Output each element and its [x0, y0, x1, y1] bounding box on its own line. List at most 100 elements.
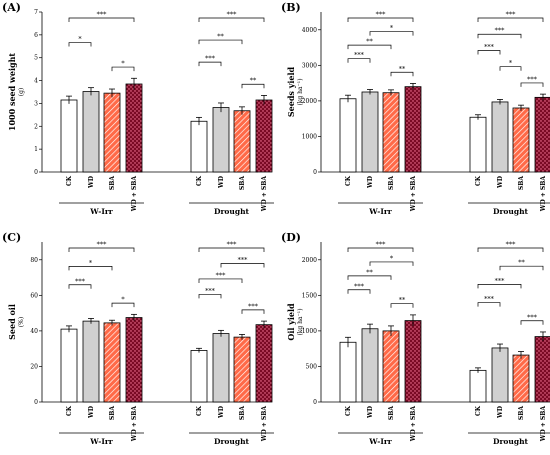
significance-bracket — [347, 275, 392, 280]
significance-bracket — [477, 33, 522, 39]
y-axis-unit: (%) — [18, 317, 25, 327]
significance-label: *** — [354, 51, 365, 59]
bar-wd — [491, 347, 509, 403]
significance-label: ** — [518, 259, 525, 267]
category-label-ck: CK — [475, 175, 482, 186]
significance-label: *** — [97, 11, 108, 19]
significance-bracket — [198, 39, 243, 45]
significance-bracket — [68, 266, 113, 271]
significance-bracket — [347, 17, 414, 22]
significance-bracket — [68, 42, 92, 47]
y-tick-label: 4000 — [302, 27, 317, 34]
bar-wd-sba — [534, 336, 550, 403]
y-tick-label: 0 — [34, 399, 38, 406]
category-label-wd-sba: WD + SBA — [261, 406, 268, 443]
bar-ck — [190, 120, 208, 173]
bar-ck — [339, 98, 357, 173]
bar-wd-sba — [404, 320, 422, 403]
significance-label: *** — [376, 11, 387, 19]
significance-bracket — [390, 71, 414, 77]
significance-bracket — [477, 302, 501, 307]
significance-bracket — [241, 83, 265, 89]
category-label-wd: WD — [497, 176, 504, 189]
category-label-wd: WD — [88, 406, 95, 419]
bar-sba — [103, 92, 121, 173]
bar-ck — [60, 99, 78, 173]
group-label: Drought — [214, 437, 250, 446]
y-tick-label: 40 — [30, 328, 38, 335]
significance-label: ** — [250, 77, 257, 85]
y-tick-label: 4 — [34, 78, 38, 85]
panel-c: (C) Seed oil (%) 0 20 40 60 80 CK WD SBA WD + SBA W-… — [2, 231, 274, 446]
significance-bracket — [499, 66, 522, 71]
bar-wd — [212, 107, 230, 173]
panel-label: (A) — [2, 1, 21, 14]
significance-bracket — [477, 247, 544, 252]
y-tick-label: 60 — [30, 292, 38, 299]
category-label-wd: WD — [218, 176, 225, 189]
significance-label: *** — [495, 277, 506, 285]
bar-sba — [512, 107, 530, 173]
significance-label: *** — [495, 27, 506, 35]
y-axis-unit: (g) — [18, 88, 25, 97]
category-label-wd-sba: WD + SBA — [131, 406, 138, 443]
category-label-wd: WD — [367, 176, 374, 189]
significance-label: *** — [75, 277, 86, 285]
bar-sba — [512, 354, 530, 403]
bar-wd-sba — [534, 96, 550, 173]
y-axis-label: Seed oil — [7, 304, 17, 340]
bar-ck — [190, 350, 208, 403]
y-axis-label: Oil yield — [286, 303, 296, 341]
category-label-wd-sba: WD + SBA — [261, 176, 268, 213]
significance-bracket — [347, 58, 371, 63]
significance-label: *** — [506, 11, 517, 19]
significance-bracket — [111, 302, 135, 308]
y-tick-label: 3 — [34, 100, 38, 107]
significance-label: *** — [227, 11, 238, 19]
category-label-sba: SBA — [388, 406, 395, 420]
y-tick-label: 2 — [34, 123, 38, 130]
bar-wd-sba — [255, 324, 273, 403]
significance-label: *** — [205, 287, 216, 295]
significance-label: * — [78, 35, 82, 43]
category-label-sba: SBA — [109, 406, 116, 420]
significance-bracket — [198, 247, 265, 252]
panel-b: (B) Seeds yield (kg ha⁻¹) 0 1000 2000 3000 4000… — [281, 1, 550, 216]
y-axis-label: Seeds yield — [286, 66, 296, 117]
bar-wd-sba — [255, 99, 273, 173]
bar-wd — [361, 91, 379, 173]
bar-ck — [469, 369, 487, 403]
y-tick-label: 2000 — [302, 98, 317, 105]
significance-label: ** — [366, 268, 373, 276]
bar-wd-sba — [404, 86, 422, 173]
group-label: Drought — [493, 207, 529, 216]
significance-bracket — [520, 320, 544, 325]
bar-sba — [233, 336, 251, 403]
panel-d: (D) Oil yield (kg ha⁻¹) 0 500 1000 1500 2000 CK W… — [281, 231, 550, 446]
panel-label: (D) — [281, 231, 301, 244]
significance-label: *** — [484, 43, 495, 51]
significance-label: * — [390, 24, 394, 32]
panel-label: (C) — [2, 231, 21, 244]
significance-bracket — [347, 44, 392, 50]
group-label: W-Irr — [368, 207, 393, 216]
category-label-ck: CK — [345, 175, 352, 186]
group-label: Drought — [214, 207, 250, 216]
bar-ck — [60, 328, 78, 403]
y-tick-label: 5 — [34, 55, 38, 62]
category-label-sba: SBA — [109, 176, 116, 190]
category-label-sba: SBA — [388, 176, 395, 190]
group-label: Drought — [493, 437, 529, 446]
significance-bracket — [347, 247, 414, 252]
y-tick-label: 0 — [313, 399, 317, 406]
bar-wd-sba — [125, 83, 143, 173]
y-tick-label: 20 — [30, 363, 38, 370]
category-label-wd: WD — [367, 406, 374, 419]
y-tick-label: 80 — [30, 257, 38, 264]
significance-label: *** — [216, 271, 227, 279]
